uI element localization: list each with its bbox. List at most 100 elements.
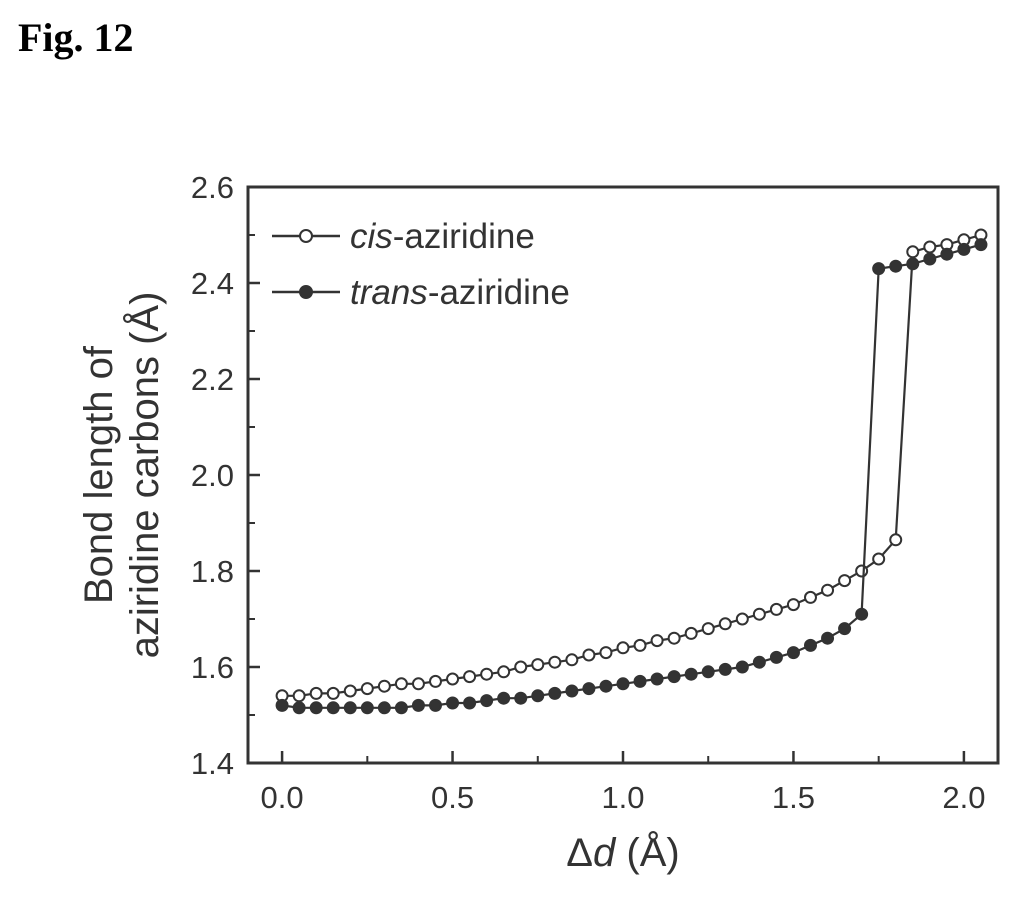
data-point <box>480 694 494 708</box>
y-tick-label: 1.4 <box>191 746 234 781</box>
data-point <box>446 696 460 710</box>
data-point <box>411 698 425 712</box>
data-point <box>360 682 374 696</box>
data-point <box>872 262 886 276</box>
data-point <box>752 607 766 621</box>
data-point <box>343 701 357 715</box>
data-point <box>974 238 988 252</box>
data-point <box>463 670 477 684</box>
data-point <box>650 672 664 686</box>
x-axis-title: Δd (Å) <box>566 830 679 875</box>
data-point <box>463 696 477 710</box>
data-point <box>292 701 306 715</box>
data-point <box>940 247 954 261</box>
data-point <box>326 701 340 715</box>
data-point <box>838 622 852 636</box>
data-point <box>599 646 613 660</box>
series-line <box>281 243 982 709</box>
data-point <box>377 701 391 715</box>
legend-label-rest: -aziridine <box>393 217 535 256</box>
data-point <box>394 701 408 715</box>
series-group <box>275 228 988 715</box>
data-point <box>838 574 852 588</box>
data-point <box>701 622 715 636</box>
data-point <box>855 564 869 578</box>
data-point <box>514 660 528 674</box>
data-point <box>906 245 920 259</box>
y-axis-title-line1: Bond length of <box>77 345 121 604</box>
data-point <box>292 689 306 703</box>
data-point <box>565 653 579 667</box>
y-axis: 1.4 1.6 1.8 2.0 2.2 2.4 2.6 <box>191 170 260 781</box>
y-tick-label: 2.4 <box>191 266 234 301</box>
series-trans <box>275 238 988 715</box>
x-axis: 0.0 0.5 1.0 1.5 2.0 <box>261 751 985 815</box>
data-point <box>616 641 630 655</box>
data-point <box>906 257 920 271</box>
data-point <box>735 612 749 626</box>
data-point <box>684 667 698 681</box>
data-point <box>821 583 835 597</box>
data-point <box>889 533 903 547</box>
data-point <box>377 679 391 693</box>
data-point <box>582 682 596 696</box>
data-point <box>531 689 545 703</box>
data-point <box>514 691 528 705</box>
data-point <box>786 646 800 660</box>
y-tick-label: 1.8 <box>191 554 234 589</box>
y-tick-label: 2.2 <box>191 362 234 397</box>
data-point <box>429 698 442 712</box>
data-point <box>889 259 903 273</box>
data-point <box>769 650 783 664</box>
data-point <box>821 631 835 645</box>
data-point <box>548 655 562 669</box>
y-tick-label: 2.0 <box>191 458 234 493</box>
legend-label-italic: trans <box>350 273 428 312</box>
data-point <box>667 670 681 684</box>
data-point <box>872 552 886 566</box>
data-point <box>309 686 323 700</box>
data-point <box>735 660 749 674</box>
legend-label-rest: -aziridine <box>428 273 570 312</box>
data-point <box>309 701 323 715</box>
y-axis-title-line2: aziridine carbons (Å) <box>122 292 167 659</box>
legend-label-italic: cis <box>350 217 393 256</box>
data-point <box>633 674 647 688</box>
data-point <box>497 691 511 705</box>
data-point <box>360 701 374 715</box>
x-tick-label: 1.5 <box>772 780 815 815</box>
x-axis-title-variable: d <box>593 831 617 875</box>
legend-label: cis-aziridine <box>350 217 535 256</box>
x-tick-label: 0.5 <box>431 780 474 815</box>
data-point <box>718 617 732 631</box>
data-point <box>650 634 664 648</box>
data-point <box>497 665 511 679</box>
figure-label: Fig. 12 <box>18 15 134 60</box>
data-point <box>429 674 442 688</box>
data-point <box>752 655 766 669</box>
data-point <box>923 252 937 266</box>
x-tick-label: 2.0 <box>942 780 985 815</box>
data-point <box>957 242 971 256</box>
data-point <box>565 684 579 698</box>
data-point <box>326 686 340 700</box>
data-point <box>923 240 937 254</box>
data-point <box>446 672 460 686</box>
legend-marker <box>299 285 313 299</box>
data-point <box>804 638 817 652</box>
data-point <box>480 667 494 681</box>
data-point <box>548 686 562 700</box>
x-tick-label: 1.0 <box>601 780 644 815</box>
legend-label: trans-aziridine <box>350 273 570 312</box>
data-point <box>616 677 630 691</box>
data-point <box>394 677 408 691</box>
data-point <box>411 677 425 691</box>
series-cis <box>275 228 988 703</box>
data-point <box>718 662 732 676</box>
data-point <box>804 590 817 604</box>
y-tick-label: 1.6 <box>191 650 234 685</box>
data-point <box>582 648 596 662</box>
data-point <box>701 665 715 679</box>
